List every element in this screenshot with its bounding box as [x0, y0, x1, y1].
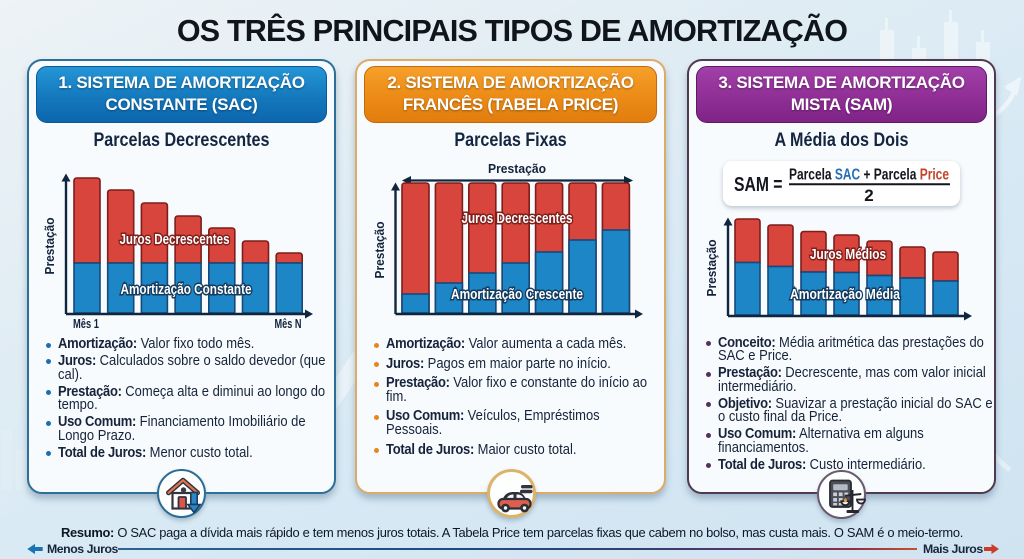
svg-text:2: 2 — [864, 186, 873, 205]
svg-text:SAM =: SAM = — [734, 174, 783, 196]
svg-text:Mês 1: Mês 1 — [73, 317, 99, 331]
svg-text:Parcela SAC + Parcela Price: Parcela SAC + Parcela Price — [789, 167, 949, 184]
svg-text:Amortização Constante: Amortização Constante — [121, 282, 252, 298]
svg-text:Prestação: Prestação — [705, 239, 719, 296]
svg-text:Juros Decrescentes: Juros Decrescentes — [120, 232, 230, 248]
svg-text:Prestação: Prestação — [488, 162, 546, 176]
svg-text:Amortização Crescente: Amortização Crescente — [451, 287, 583, 303]
svg-text:Prestação: Prestação — [373, 221, 387, 278]
svg-text:Mês N: Mês N — [275, 317, 302, 331]
svg-text:Prestação: Prestação — [43, 217, 57, 274]
svg-text:Juros Decrescentes: Juros Decrescentes — [462, 211, 573, 227]
svg-text:Amortização Média: Amortização Média — [790, 287, 901, 303]
svg-text:Juros Médios: Juros Médios — [810, 247, 886, 263]
